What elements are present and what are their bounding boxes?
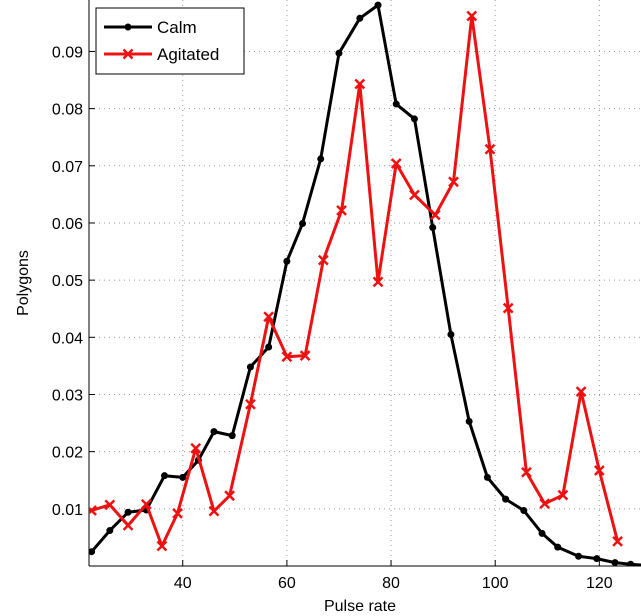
calm-point (89, 548, 96, 556)
agitated-point (612, 536, 623, 547)
y-tick-label: 0.06 (52, 216, 83, 233)
agitated-point (448, 176, 459, 188)
calm-point (483, 473, 491, 481)
y-tick-label: 0.03 (52, 387, 83, 404)
grid-lines (89, 0, 641, 566)
agitated-point (122, 520, 134, 531)
agitated-point (299, 350, 311, 361)
y-tick-label: 0.05 (52, 273, 83, 290)
legend: Calm Agitated (95, 7, 245, 75)
calm-point (283, 257, 291, 265)
y-tick-label: 0.04 (52, 330, 83, 347)
calm-point (106, 527, 114, 535)
series-agitated (89, 10, 623, 552)
agitated-point (245, 398, 256, 410)
agitated-point (281, 351, 293, 363)
calm-point (502, 495, 510, 503)
calm-point (447, 330, 455, 338)
agitated-point (190, 442, 202, 454)
calm-point (593, 555, 601, 563)
agitated-point (372, 276, 384, 288)
calm-point (538, 529, 546, 537)
agitated-point (140, 498, 152, 510)
x-tick-label: 40 (174, 575, 192, 592)
y-tick-label: 0.01 (52, 502, 83, 519)
agitated-point (575, 386, 587, 398)
agitated-point (429, 209, 441, 221)
y-tick-label: 0.08 (52, 102, 83, 119)
agitated-point (502, 302, 514, 314)
calm-point (299, 220, 307, 228)
y-tick-label: 0.02 (52, 445, 83, 462)
agitated-point (104, 499, 116, 511)
legend-item-calm: Calm (104, 18, 197, 37)
agitated-point (484, 143, 496, 155)
calm-point (374, 1, 382, 9)
calm-point (627, 560, 635, 566)
series-calm (89, 1, 641, 566)
agitated-point (122, 48, 134, 60)
agitated-point (593, 465, 605, 476)
calm-point (465, 417, 473, 425)
legend-box (95, 7, 245, 75)
calm-point (575, 552, 583, 560)
calm-point (246, 363, 254, 371)
calm-point (611, 559, 619, 566)
x-tick-label: 100 (482, 575, 509, 592)
x-axis-title: Pulse rate (324, 598, 396, 615)
agitated-point (336, 205, 347, 216)
calm-point (124, 508, 132, 516)
calm-point (210, 428, 218, 436)
agitated-point (156, 540, 168, 552)
agitated-point (557, 489, 569, 501)
calm-point (554, 543, 562, 551)
calm-point (228, 432, 236, 440)
calm-point (335, 49, 343, 57)
x-tick-label: 80 (382, 575, 400, 592)
calm-point (410, 115, 418, 123)
agitated-point (224, 490, 235, 502)
calm-point (356, 14, 364, 22)
calm-point (124, 23, 132, 31)
agitated-point (521, 466, 532, 478)
calm-point (265, 343, 273, 351)
y-tick-label: 0.07 (52, 159, 83, 176)
agitated-point (409, 189, 420, 201)
calm-point (392, 100, 400, 108)
x-tick-labels: 40 60 80 100 120 (174, 575, 613, 592)
y-axis-title: Polygons (15, 250, 32, 316)
agitated-point (89, 505, 97, 516)
series-line-agitated (91, 14, 620, 548)
y-tick-label: 0.09 (52, 44, 83, 61)
agitated-point (354, 78, 366, 90)
agitated-point (208, 505, 220, 517)
agitated-point (539, 498, 551, 510)
agitated-point (263, 311, 275, 323)
calm-point (179, 473, 187, 481)
agitated-point (390, 158, 402, 169)
calm-point (520, 507, 528, 515)
legend-label: Calm (157, 18, 197, 37)
calm-point (161, 472, 169, 480)
legend-item-agitated: Agitated (104, 45, 219, 64)
x-tick-label: 60 (278, 575, 296, 592)
y-tick-labels: 0.01 0.02 0.03 0.04 0.05 0.06 0.07 0.08 0.09 (52, 44, 83, 518)
axes (88, 0, 641, 567)
calm-point (317, 155, 325, 163)
x-tick-label: 120 (586, 575, 613, 592)
series-line-calm (90, 3, 641, 566)
agitated-point (317, 254, 329, 266)
calm-point (429, 224, 437, 232)
agitated-point (172, 508, 183, 519)
agitated-point (466, 10, 478, 22)
legend-label: Agitated (157, 45, 219, 64)
series-layer (89, 1, 641, 566)
